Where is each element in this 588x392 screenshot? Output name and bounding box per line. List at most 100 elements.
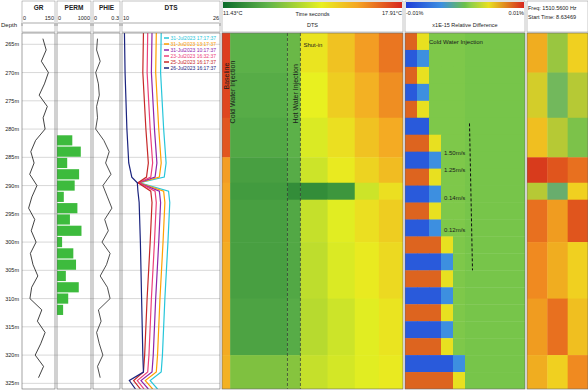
heat-cell [547, 118, 568, 158]
depth-label: 300m [5, 239, 19, 245]
heat-cell [405, 203, 417, 220]
velocity-line [470, 123, 473, 270]
heat-cell [453, 50, 465, 67]
heat-cell [417, 152, 429, 169]
perm-bar [57, 147, 81, 157]
heat-cell [568, 299, 588, 356]
heat-cell [568, 242, 588, 299]
heat-cell [379, 33, 403, 73]
header-frame [22, 1, 55, 32]
heat-cell [568, 73, 588, 119]
annotation: Hot Water Injection [292, 64, 300, 123]
annotation: Shut-in [303, 42, 322, 48]
heat-cell [527, 157, 548, 183]
annotation: 1.25m/s [444, 167, 465, 173]
heat-cell [287, 200, 300, 243]
heat-cell [527, 200, 548, 243]
heat-cell [568, 355, 588, 389]
depth-title: Depth [1, 22, 17, 28]
heat-cell [568, 33, 588, 73]
heat-cell [405, 321, 417, 338]
heat-cell [405, 236, 417, 253]
perm-bar [57, 237, 62, 247]
heat-cell [300, 183, 328, 200]
heat-cell [547, 242, 568, 299]
colorbar-label: 0.01% [508, 10, 524, 16]
heat-cell [417, 118, 429, 135]
perm-bar [57, 158, 67, 168]
plot-area [29, 39, 49, 378]
plot-area [222, 33, 403, 389]
heat-cell [417, 101, 429, 118]
heat-cell [429, 253, 441, 270]
heat-cell [465, 219, 525, 236]
annotation: 1.50m/s [444, 150, 465, 156]
heat-cell [441, 304, 453, 321]
scale-label: 0 [23, 15, 26, 21]
heat-cell [355, 33, 380, 73]
annotation: 0.14m/s [444, 195, 465, 201]
heat-cell [417, 203, 429, 220]
heat-cell [287, 242, 300, 299]
heat-cell [429, 67, 441, 84]
plot-area [96, 39, 112, 378]
perm-bar [57, 192, 64, 202]
perm-bar [57, 282, 79, 292]
perm-bar [57, 203, 77, 213]
heat-cell [328, 73, 356, 119]
heat-cell [417, 338, 429, 355]
heat-cell [230, 118, 288, 158]
heat-cell [527, 299, 548, 356]
heat-cell [417, 236, 429, 253]
heat-cell [547, 355, 568, 389]
heat-cell [465, 84, 525, 101]
log-curve [124, 33, 143, 389]
heat-cell [222, 355, 231, 389]
heat-cell [441, 355, 453, 372]
heat-cell [417, 84, 429, 101]
log-curve [137, 33, 156, 389]
heat-cell [405, 219, 417, 236]
heat-cell [417, 287, 429, 304]
legend-swatch [164, 61, 169, 63]
depth-label: 275m [5, 98, 19, 104]
perm-bar [57, 169, 79, 179]
grid-line [22, 213, 220, 214]
heat-cell [379, 242, 403, 299]
grid-line [22, 185, 220, 186]
scale-tick [93, 23, 94, 26]
heat-cell [328, 157, 356, 183]
heat-cell [465, 101, 525, 118]
heat-cell [405, 253, 417, 270]
heat-cell [453, 338, 465, 355]
grid-line [22, 157, 220, 158]
heat-cell [222, 183, 231, 200]
heat-cell [568, 183, 588, 200]
heat-cell [379, 355, 403, 389]
heat-cell [405, 338, 417, 355]
heat-cell [465, 186, 525, 203]
scale-line [94, 23, 119, 24]
heat-cell [547, 33, 568, 73]
heat-cell [429, 135, 441, 152]
heat-cell [379, 183, 403, 200]
heat-cell [287, 183, 300, 200]
track-frame [57, 33, 91, 389]
heat-cell [441, 338, 453, 355]
heat-cell [465, 135, 525, 152]
heat-cell [417, 169, 429, 186]
grid-line [22, 242, 220, 243]
depth-label: 295m [5, 211, 19, 217]
track-title: PERM [65, 4, 84, 11]
track-frame [93, 33, 120, 389]
perm-bar [57, 294, 68, 304]
header-frame [222, 1, 403, 32]
depth-label: 310m [5, 296, 19, 302]
depth-label: 315m [5, 324, 19, 330]
heat-cell [230, 73, 288, 119]
log-curve [29, 39, 49, 378]
heat-cell [287, 157, 300, 183]
heat-cell [222, 242, 231, 299]
heat-cell [465, 338, 525, 355]
heat-cell [405, 67, 417, 84]
